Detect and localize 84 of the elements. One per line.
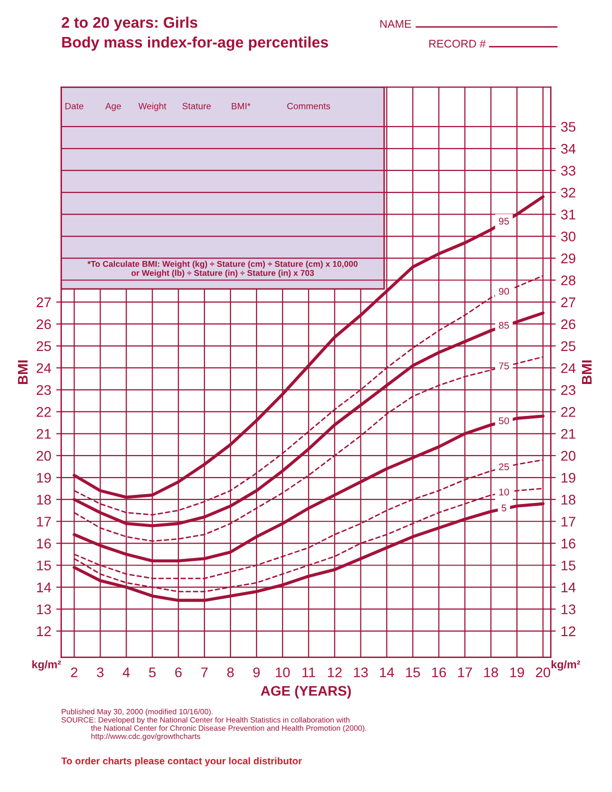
y2-axis-title: BMI (582, 360, 592, 384)
y2-tick-label: 20 (561, 450, 576, 461)
text: kg/m² (32, 660, 61, 671)
y2-tick-label: 32 (561, 188, 576, 198)
y2-tick-label: 15 (562, 560, 576, 570)
annotation: Stature (182, 102, 211, 110)
series-label: 10 (499, 488, 509, 496)
y2-tick-label: 21 (561, 428, 576, 439)
y2-tick-label: 31 (561, 210, 576, 220)
y2-tick-label: 16 (562, 538, 576, 548)
y-tick-label: 13 (37, 604, 51, 614)
y-tick-label: 22 (36, 407, 51, 417)
x-tick-label: 6 (175, 667, 182, 678)
x-tick-label: 15 (406, 668, 420, 678)
y-tick-label: 24 (36, 363, 52, 373)
series-label: 75 (499, 362, 509, 370)
y-tick-label: 17 (37, 516, 51, 526)
annotation: Date (65, 102, 84, 110)
annotation: *To Calculate BMI: Weight (kg) ÷ Stature (cm) ÷ Stature (cm) x 10,000 or Weight (lb) ÷ Stature (in) ÷ Stature (in) x 703 (87, 260, 358, 278)
y-tick-label: 18 (37, 494, 51, 505)
y-tick-label: 19 (37, 472, 51, 483)
annotation: Weight (138, 102, 166, 112)
x-tick-label: 12 (328, 667, 342, 678)
y2-tick-label: 19 (562, 472, 576, 483)
x-tick-label: 11 (302, 668, 316, 678)
x-tick-label: 5 (149, 668, 156, 678)
y2-tick-label: 12 (562, 626, 576, 636)
x-axis-title: AGE (YEARS) (260, 686, 351, 699)
y2-tick-label: 33 (561, 166, 576, 176)
y-axis-title: BMI (18, 360, 28, 384)
y2-tick-label: 29 (561, 254, 576, 264)
x-tick-label: 10 (276, 667, 290, 678)
y2-tick-label: 22 (561, 407, 576, 417)
y2-tick-label: 25 (561, 341, 576, 352)
text: NAME (380, 20, 412, 28)
y2-tick-label: 35 (561, 122, 576, 132)
y2-tick-label: 24 (561, 363, 576, 373)
chart-subtitle: Body mass index-for-age percentiles (62, 36, 328, 51)
x-tick-label: 4 (122, 668, 130, 678)
x-tick-label: 13 (354, 667, 368, 678)
y2-tick-label: 27 (561, 297, 576, 308)
text: To order charts please contact your local distributor (61, 757, 302, 766)
y2-tick-label: 23 (561, 385, 576, 395)
y-tick-label: 23 (36, 385, 51, 395)
y2-tick-label: 14 (562, 582, 576, 592)
text: kg/m² (552, 660, 580, 671)
y2-tick-label: 17 (562, 516, 576, 526)
series-label: 50 (498, 417, 509, 424)
y-tick-label: 27 (36, 297, 51, 308)
y-tick-label: 21 (36, 428, 51, 439)
y-tick-label: 14 (37, 582, 52, 592)
x-tick-label: 9 (253, 667, 260, 678)
y-tick-label: 15 (37, 560, 51, 570)
series-label: 25 (499, 463, 509, 470)
chart-title: 2 to 20 years: Girls (62, 16, 198, 31)
annotation: BMI* (232, 102, 251, 110)
y2-tick-label: 34 (561, 144, 576, 154)
y2-tick-label: 18 (562, 494, 576, 505)
x-tick-label: 20 (536, 667, 550, 678)
y2-tick-label: 30 (561, 232, 576, 242)
series-label: 5 (502, 504, 506, 512)
series-label: 90 (498, 288, 509, 295)
text: RECORD # (429, 40, 486, 48)
y-tick-label: 16 (37, 538, 51, 548)
x-tick-label: 2 (71, 667, 78, 678)
y2-tick-label: 13 (562, 604, 576, 614)
series-label: 85 (498, 322, 509, 329)
y2-tick-label: 28 (561, 275, 576, 286)
x-tick-label: 7 (201, 668, 208, 678)
x-tick-label: 8 (227, 667, 234, 678)
annotation: Comments (287, 102, 330, 110)
series-label: 95 (498, 218, 509, 225)
x-tick-label: 19 (510, 667, 524, 678)
x-tick-label: 3 (96, 667, 104, 678)
y-tick-label: 20 (36, 450, 51, 461)
annotation: Age (105, 102, 121, 112)
y-tick-label: 12 (37, 626, 51, 636)
x-tick-label: 14 (380, 668, 394, 678)
y2-tick-label: 26 (561, 319, 576, 330)
x-tick-label: 16 (432, 667, 446, 678)
x-tick-label: 18 (484, 667, 498, 678)
x-tick-label: 17 (458, 668, 472, 678)
y-tick-label: 26 (36, 319, 51, 330)
y-tick-label: 25 (36, 341, 51, 352)
